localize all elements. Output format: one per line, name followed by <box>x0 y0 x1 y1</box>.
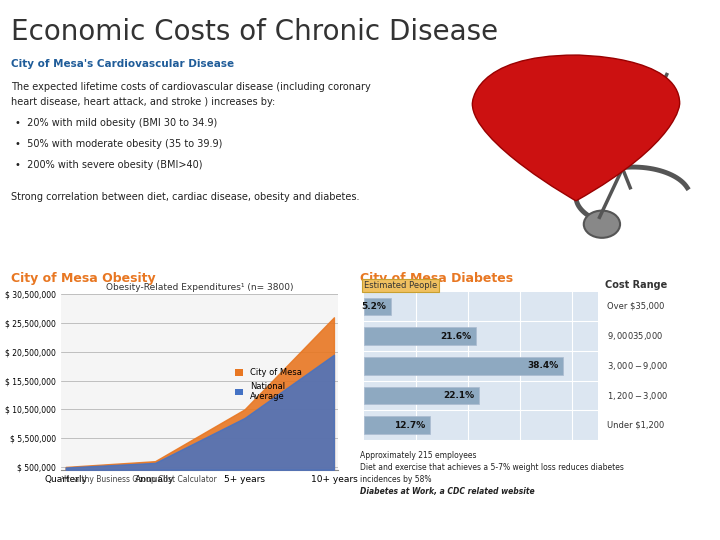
Text: Under $1,200: Under $1,200 <box>607 421 664 430</box>
Bar <box>364 298 391 315</box>
Legend: City of Mesa, National
Average: City of Mesa, National Average <box>232 365 305 404</box>
Bar <box>364 387 479 404</box>
Text: ¹Healthy Business Group Cost Calculator: ¹Healthy Business Group Cost Calculator <box>61 475 217 484</box>
Title: Obesity-Related Expenditures¹ (n= 3800): Obesity-Related Expenditures¹ (n= 3800) <box>106 283 294 292</box>
Text: heart disease, heart attack, and stroke ) increases by:: heart disease, heart attack, and stroke … <box>11 97 275 107</box>
Text: 5.2%: 5.2% <box>361 302 387 311</box>
Text: City of Mesa Obesity: City of Mesa Obesity <box>11 272 156 285</box>
Text: Cost Range: Cost Range <box>605 280 667 291</box>
Text: •  50% with moderate obesity (35 to 39.9): • 50% with moderate obesity (35 to 39.9) <box>15 139 222 150</box>
Text: Diabetes at Work, a CDC related website: Diabetes at Work, a CDC related website <box>360 487 535 496</box>
Text: City of Mesa's Cardiovascular Disease: City of Mesa's Cardiovascular Disease <box>11 59 234 70</box>
Circle shape <box>584 211 620 238</box>
Text: 22.1%: 22.1% <box>444 391 474 400</box>
PathPatch shape <box>472 55 680 201</box>
Text: Approximately 215 employees: Approximately 215 employees <box>360 451 477 460</box>
Text: The expected lifetime costs of cardiovascular disease (including coronary: The expected lifetime costs of cardiovas… <box>11 82 371 91</box>
Bar <box>364 416 430 434</box>
Text: •  20% with mild obesity (BMI 30 to 34.9): • 20% with mild obesity (BMI 30 to 34.9) <box>15 118 217 129</box>
Text: 12.7%: 12.7% <box>395 421 426 430</box>
Text: Strong correlation between diet, cardiac disease, obesity and diabetes.: Strong correlation between diet, cardiac… <box>11 192 359 202</box>
Text: Economic Costs of Chronic Disease: Economic Costs of Chronic Disease <box>11 18 498 46</box>
Text: •  200% with severe obesity (BMI>40): • 200% with severe obesity (BMI>40) <box>15 160 202 171</box>
Text: $1,200 - $3,000: $1,200 - $3,000 <box>607 389 668 402</box>
Text: $3,000 - $9,000: $3,000 - $9,000 <box>607 360 668 372</box>
Text: $9,000  $35,000: $9,000 $35,000 <box>607 330 663 342</box>
Text: Estimated People: Estimated People <box>364 281 437 291</box>
Text: 38.4%: 38.4% <box>528 361 559 370</box>
Text: 21.6%: 21.6% <box>441 332 472 341</box>
Text: Over $35,000: Over $35,000 <box>607 302 664 311</box>
Bar <box>364 327 476 345</box>
Text: Diet and exercise that achieves a 5-7% weight loss reduces diabetes: Diet and exercise that achieves a 5-7% w… <box>360 463 624 472</box>
Text: incidences by 58%: incidences by 58% <box>360 475 431 484</box>
Bar <box>364 357 563 375</box>
Text: City of Mesa Diabetes: City of Mesa Diabetes <box>360 272 513 285</box>
Text: 9: 9 <box>703 525 709 535</box>
